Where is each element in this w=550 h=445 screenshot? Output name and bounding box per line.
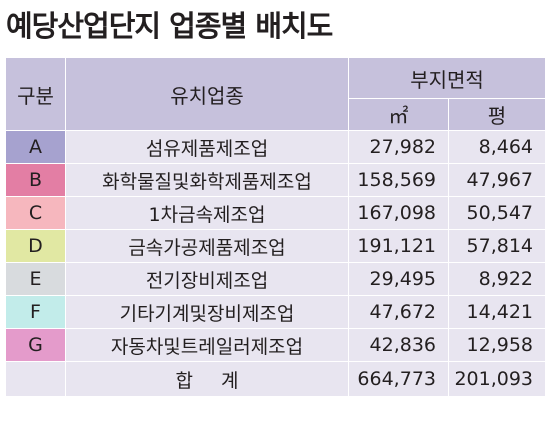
industry-cell: 1차금속제조업	[65, 196, 349, 230]
industry-cell: 전기장비제조업	[65, 262, 349, 296]
sqm-cell: 158,569	[348, 163, 449, 197]
category-cell: F	[5, 295, 66, 329]
pyeong-cell: 50,547	[447, 196, 547, 230]
sqm-cell: 191,121	[348, 229, 449, 263]
total-pyeong-cell: 201,093	[447, 361, 547, 397]
table-row: E 전기장비제조업 29,495 8,922	[5, 262, 547, 296]
pyeong-cell: 57,814	[447, 229, 547, 263]
category-cell: E	[5, 262, 66, 296]
page-title: 예당산업단지 업종별 배치도	[6, 9, 333, 43]
header-industry: 유치업종	[65, 57, 349, 131]
pyeong-cell: 47,967	[447, 163, 547, 197]
total-label: 합계	[65, 361, 349, 397]
pyeong-cell: 8,464	[447, 130, 547, 164]
sqm-cell: 47,672	[348, 295, 449, 329]
table-row: G 자동차및트레일러제조업 42,836 12,958	[5, 328, 547, 362]
header-sqm: ㎡	[348, 98, 449, 131]
table-row: A 섬유제품제조업 27,982 8,464	[5, 130, 547, 164]
table-row: D 금속가공제품제조업 191,121 57,814	[5, 229, 547, 263]
header-subrow: ㎡ 평	[6, 98, 547, 131]
table-row: B 화학물질및화학제품제조업 158,569 47,967	[5, 163, 547, 197]
total-row: 합계 664,773 201,093	[5, 361, 547, 397]
category-cell: G	[5, 328, 66, 362]
industry-cell: 기타기계및장비제조업	[65, 295, 349, 329]
pyeong-cell: 14,421	[447, 295, 547, 329]
industry-cell: 섬유제품제조업	[65, 130, 349, 164]
category-cell: C	[5, 196, 66, 230]
table-row: F 기타기계및장비제조업 47,672 14,421	[5, 295, 547, 329]
industry-cell: 자동차및트레일러제조업	[65, 328, 349, 362]
header-row: 구분 유치업종 부지면적	[5, 57, 547, 131]
header-category: 구분	[5, 57, 66, 131]
sqm-cell: 29,495	[348, 262, 449, 296]
industry-cell: 화학물질및화학제품제조업	[65, 163, 349, 197]
header-area: 부지면적	[347, 57, 547, 99]
sqm-cell: 167,098	[348, 196, 449, 230]
total-sqm-cell: 664,773	[348, 361, 449, 397]
pyeong-cell: 8,922	[447, 262, 547, 296]
sqm-cell: 27,982	[348, 130, 449, 164]
pyeong-cell: 12,958	[447, 328, 547, 362]
industry-cell: 금속가공제품제조업	[65, 229, 349, 263]
total-category-cell	[5, 361, 66, 397]
sqm-cell: 42,836	[348, 328, 449, 362]
industry-layout-table: 구분 유치업종 부지면적 ㎡ 평 A 섬유제품제조업 27,982 8,464 …	[5, 57, 547, 397]
table-row: C 1차금속제조업 167,098 50,547	[5, 196, 547, 230]
header-pyeong: 평	[447, 98, 547, 131]
category-cell: A	[5, 130, 66, 164]
category-cell: B	[5, 163, 66, 197]
category-cell: D	[5, 229, 66, 263]
